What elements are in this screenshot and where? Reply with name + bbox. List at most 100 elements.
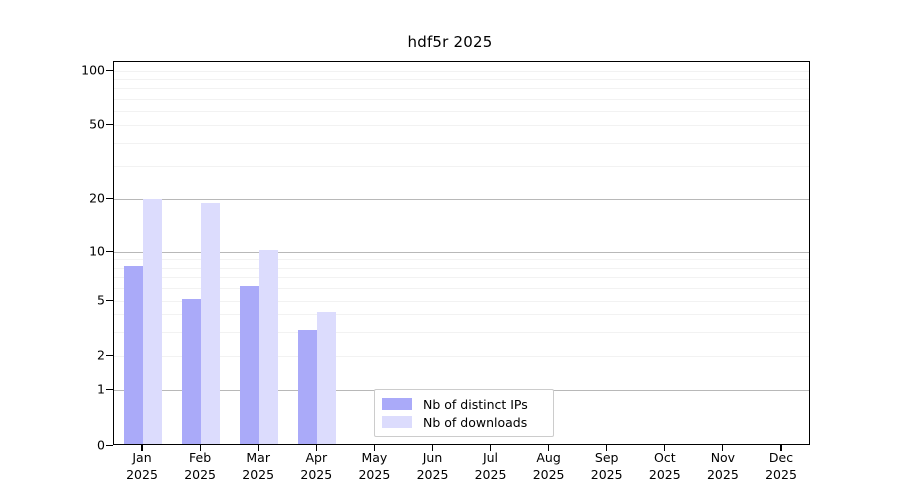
y-axis-tick-mark [106, 197, 113, 199]
y-axis-tick-mark [106, 69, 113, 71]
x-tick-year: 2025 [242, 467, 275, 482]
gridline [114, 98, 809, 100]
y-axis-tick-mark [106, 299, 113, 301]
y-axis-tick-label: 100 [81, 62, 105, 78]
gridline [114, 166, 809, 168]
chart-legend: Nb of distinct IPs Nb of downloads [374, 389, 554, 437]
y-axis-tick-label: 0 [97, 437, 105, 453]
bar-downloads [201, 203, 221, 444]
x-axis-tick-label: Oct 2025 [649, 449, 681, 483]
x-tick-year: 2025 [184, 467, 216, 482]
legend-swatch [382, 416, 412, 428]
x-tick-year: 2025 [358, 467, 391, 482]
bar-distinct-ips [182, 299, 202, 444]
y-axis-tick-label: 50 [89, 116, 105, 132]
x-tick-month: Apr [305, 450, 328, 465]
gridline [114, 125, 809, 126]
chart-title: hdf5r 2025 [407, 33, 493, 51]
x-tick-month: Nov [710, 450, 736, 465]
x-tick-month: Oct [653, 450, 676, 465]
bar-downloads [259, 250, 279, 444]
x-tick-year: 2025 [648, 467, 681, 482]
y-axis-tick-mark [106, 388, 113, 390]
x-axis-tick-label: Sep 2025 [591, 449, 623, 483]
gridline [114, 301, 809, 302]
bar-distinct-ips [298, 329, 318, 444]
x-tick-month: Jan [132, 450, 152, 465]
gridline [114, 110, 809, 112]
y-axis-tick-labels: 100 50 20 10 5 2 1 0 [63, 61, 105, 453]
gridline [114, 267, 809, 269]
x-axis-tick-mark [489, 445, 492, 451]
legend-label: Nb of downloads [423, 414, 528, 430]
legend-item[interactable]: Nb of distinct IPs [382, 395, 545, 413]
y-axis-tick-mark [106, 123, 113, 125]
x-axis-tick-label: Feb 2025 [184, 449, 216, 483]
x-tick-month: May [361, 450, 388, 465]
x-tick-year: 2025 [416, 467, 449, 482]
x-axis-tick-mark [141, 445, 143, 451]
y-axis-tick-mark [106, 444, 113, 446]
x-tick-month: Jun [422, 450, 443, 465]
y-axis-tick-marks [106, 61, 114, 446]
gridline [114, 259, 809, 261]
x-tick-month: Dec [768, 450, 794, 465]
x-tick-year: 2025 [474, 467, 507, 482]
bar-distinct-ips [123, 265, 144, 444]
x-axis-tick-mark [257, 445, 259, 451]
gridline [114, 288, 809, 290]
x-tick-year: 2025 [765, 467, 797, 482]
y-axis-tick-label: 10 [89, 243, 105, 259]
gridline [114, 79, 809, 81]
gridline-major [114, 252, 809, 253]
x-axis-tick-mark [606, 445, 608, 451]
x-axis-tick-labels: Jan 2025 Feb 2025 Mar 2025 Apr 2025 May 2025 Jun 20… [113, 449, 810, 495]
x-axis-tick-label: Apr 2025 [300, 449, 332, 483]
x-tick-month: Mar [246, 450, 270, 465]
x-axis-tick-label: Aug 2025 [533, 449, 565, 483]
gridline [114, 277, 809, 279]
x-axis-tick-mark [199, 445, 201, 451]
legend-label: Nb of distinct IPs [423, 396, 528, 412]
gridline [114, 331, 809, 333]
x-axis-tick-mark [548, 445, 550, 451]
gridline [114, 71, 809, 72]
legend-swatch [382, 398, 412, 410]
x-tick-year: 2025 [706, 467, 739, 482]
y-axis-tick-label: 2 [97, 347, 105, 363]
x-tick-month: Jul [482, 450, 499, 465]
bar-downloads [317, 312, 337, 444]
bar-distinct-ips [240, 286, 260, 444]
x-axis-tick-label: Dec 2025 [765, 449, 797, 483]
x-tick-month: Feb [189, 450, 212, 465]
gridline [114, 356, 809, 357]
y-axis-tick-label: 5 [97, 292, 105, 308]
x-tick-year: 2025 [532, 467, 565, 482]
x-axis-tick-mark [780, 445, 782, 451]
x-tick-month: Sep [594, 450, 619, 465]
bar-downloads [143, 198, 163, 444]
gridline [114, 314, 809, 316]
x-axis-tick-label: Mar 2025 [242, 449, 274, 483]
x-axis-tick-label: Nov 2025 [707, 449, 739, 483]
y-axis-tick-mark [106, 250, 113, 252]
x-tick-year: 2025 [126, 467, 158, 482]
x-axis-tick-mark [315, 445, 317, 451]
y-axis-tick-label: 20 [89, 190, 105, 206]
x-axis-tick-marks [113, 445, 810, 453]
gridline-major [114, 199, 809, 200]
x-axis-tick-mark [431, 445, 434, 451]
x-tick-month: Aug [536, 450, 561, 465]
plot-area [113, 61, 810, 445]
x-axis-tick-mark [664, 445, 666, 451]
x-axis-tick-label: Jun 2025 [417, 449, 449, 483]
legend-item[interactable]: Nb of downloads [382, 413, 545, 431]
gridline [114, 143, 809, 144]
x-axis-tick-label: Jan 2025 [126, 449, 158, 483]
gridline [114, 88, 809, 90]
x-axis-tick-label: Jul 2025 [475, 449, 507, 483]
x-tick-year: 2025 [300, 467, 333, 482]
x-axis-tick-mark [373, 445, 375, 451]
y-axis-tick-mark [106, 354, 113, 356]
